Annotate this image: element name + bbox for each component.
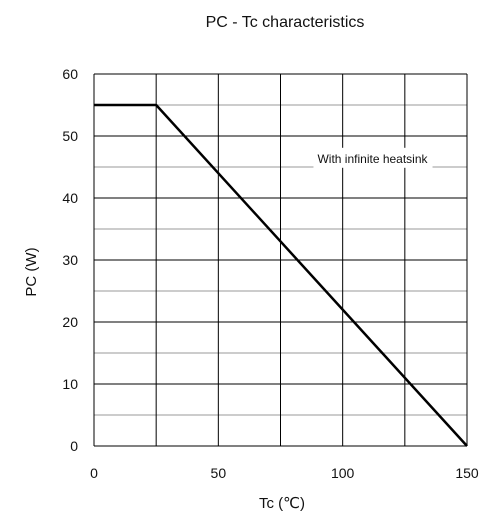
y-tick-label: 30 bbox=[62, 252, 78, 268]
y-axis-label: PC (W) bbox=[23, 247, 40, 296]
x-tick-label: 0 bbox=[90, 465, 98, 481]
y-tick-label: 0 bbox=[70, 438, 78, 454]
x-tick-label: 50 bbox=[211, 465, 227, 481]
annotation-layer: With infinite heatsink bbox=[313, 147, 433, 168]
derating-curve bbox=[94, 103, 468, 447]
y-tick-label: 10 bbox=[62, 376, 78, 392]
y-tick-label: 50 bbox=[62, 128, 78, 144]
chart-title: PC - Tc characteristics bbox=[206, 14, 365, 31]
series-layer bbox=[94, 103, 468, 447]
x-tick-label: 150 bbox=[455, 465, 479, 481]
annotation-label: With infinite heatsink bbox=[317, 152, 428, 166]
y-tick-label: 20 bbox=[62, 314, 78, 330]
y-tick-label: 60 bbox=[62, 66, 78, 82]
x-tick-label: 100 bbox=[331, 465, 355, 481]
y-tick-labels: 0 10 20 30 40 50 60 bbox=[62, 66, 78, 454]
x-tick-labels: 0 50 100 150 bbox=[90, 465, 479, 481]
annotation-background bbox=[313, 147, 433, 168]
y-tick-label: 40 bbox=[62, 190, 78, 206]
major-gridlines bbox=[93, 73, 468, 447]
x-axis-label: Tc (℃) bbox=[259, 495, 305, 512]
